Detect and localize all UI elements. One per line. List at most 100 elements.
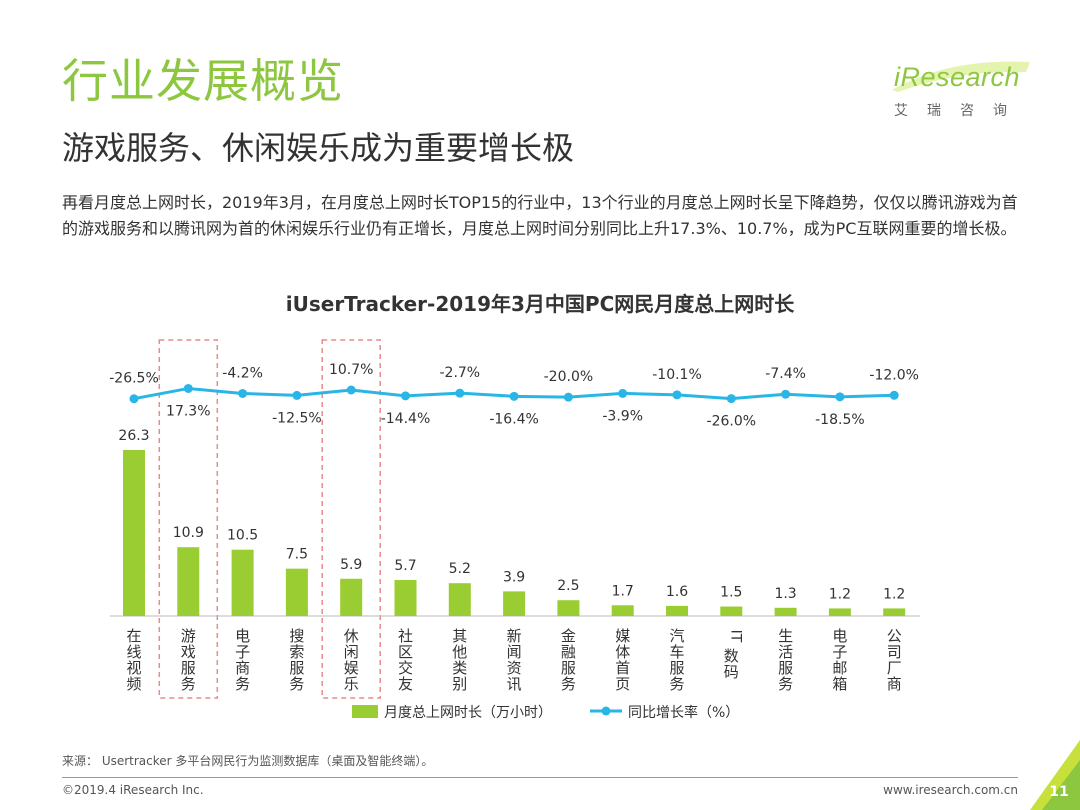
bar — [828, 608, 851, 616]
bar — [285, 568, 308, 616]
category-label: 在 — [126, 627, 141, 645]
bar-value-label: 1.3 — [774, 586, 796, 602]
category-label: 数 — [724, 647, 739, 665]
bar — [448, 583, 471, 616]
category-label: 商 — [887, 675, 902, 693]
category-label: 务 — [561, 675, 576, 693]
legend-line-marker — [601, 706, 611, 716]
iresearch-logo: iResearch 艾瑞咨询 — [888, 56, 1038, 126]
category-label: 其 — [452, 627, 467, 645]
growth-label: 17.3% — [166, 403, 210, 419]
growth-point — [129, 394, 139, 404]
growth-label: -12.0% — [869, 367, 919, 383]
category-label: 车 — [669, 643, 684, 661]
page-title: 行业发展概览 — [62, 54, 344, 108]
growth-point — [726, 394, 736, 404]
chart-title: iUserTracker-2019年3月中国PC网民月度总上网时长 — [285, 292, 795, 316]
category-label: 页 — [615, 675, 630, 693]
bar-value-label: 5.9 — [340, 557, 362, 573]
logo-subtitle: 艾瑞咨询 — [894, 103, 1026, 119]
growth-label: -16.4% — [489, 411, 539, 427]
bar — [774, 607, 797, 616]
bar — [503, 591, 526, 616]
category-label: 融 — [561, 643, 576, 661]
legend-bar-label: 月度总上网时长（万小时） — [384, 705, 552, 721]
growth-point — [563, 392, 573, 402]
bar-value-label: 5.2 — [449, 561, 471, 577]
category-label: 电 — [235, 627, 250, 645]
category-label: 首 — [615, 659, 630, 677]
bar — [123, 450, 145, 616]
category-label: 戏 — [181, 643, 196, 661]
bar-value-label: 1.7 — [612, 583, 634, 599]
category-label: 讯 — [507, 675, 522, 693]
category-label: 司 — [887, 643, 902, 661]
category-label: 娱 — [344, 659, 359, 677]
growth-label: -26.5% — [109, 371, 159, 387]
growth-point — [835, 392, 845, 402]
bar-value-label: 2.5 — [557, 578, 579, 594]
growth-label: -10.1% — [652, 367, 702, 383]
category-label: 频 — [126, 675, 141, 693]
bar — [557, 600, 580, 616]
category-label: 视 — [126, 659, 141, 677]
category-label: 电 — [832, 627, 847, 645]
bar-value-label: 26.3 — [118, 428, 149, 444]
bar — [340, 578, 363, 616]
growth-label: -14.4% — [381, 411, 431, 427]
bar-value-label: 5.7 — [394, 558, 416, 574]
chart-svg: 26.3 10.9 10.5 7.5 5.9 5.7 5.2 3.9 2.5 1.7 1.6 1.5 1… — [109, 339, 920, 721]
category-label: 友 — [398, 675, 413, 693]
growth-label: -18.5% — [815, 412, 865, 428]
bar-value-label: 7.5 — [286, 547, 308, 563]
category-label: 子 — [832, 643, 847, 661]
category-label: 邮 — [832, 659, 847, 677]
category-label: 新 — [507, 627, 522, 645]
category-label: 商 — [235, 659, 250, 677]
category-label: 务 — [289, 675, 304, 693]
category-label: 公 — [887, 627, 902, 645]
category-label: 厂 — [887, 659, 902, 677]
bar — [231, 549, 254, 616]
category-label: 闲 — [344, 643, 359, 661]
bar-value-label: 1.5 — [720, 585, 742, 601]
growth-label: 10.7% — [329, 362, 373, 378]
category-label: 服 — [289, 659, 304, 677]
website-url: www.iresearch.com.cn — [883, 783, 1018, 797]
growth-label: -20.0% — [544, 369, 594, 385]
logo-wordmark: iResearch — [894, 62, 1021, 92]
bar-value-label: 10.5 — [227, 528, 258, 544]
growth-label: -12.5% — [272, 410, 322, 426]
category-label: 汽 — [669, 627, 684, 645]
category-label: 活 — [778, 643, 793, 661]
category-label: 乐 — [344, 675, 359, 693]
category-label: 服 — [778, 659, 793, 677]
category-label: IT — [727, 630, 743, 643]
bar — [611, 605, 634, 616]
category-label: 资 — [507, 659, 522, 677]
category-label: 金 — [561, 627, 576, 645]
growth-point — [509, 391, 519, 401]
bar — [177, 547, 200, 616]
category-label: 社 — [398, 627, 413, 645]
category-label: 游 — [181, 627, 196, 645]
page-subtitle: 游戏服务、休闲娱乐成为重要增长极 — [62, 129, 575, 167]
category-label: 休 — [344, 627, 359, 645]
legend-line-label: 同比增长率（%） — [628, 704, 739, 721]
bar-value-label: 1.2 — [829, 586, 851, 602]
source-note: 来源： Usertracker 多平台网民行为监测数据库（桌面及智能终端）。 — [62, 754, 434, 768]
category-label: 务 — [669, 675, 684, 693]
category-label: 码 — [724, 663, 739, 681]
category-label: 别 — [452, 675, 467, 693]
bar — [720, 606, 743, 616]
growth-point — [292, 390, 302, 400]
category-label: 类 — [452, 659, 467, 677]
bar — [666, 605, 688, 616]
logo-swoosh-icon — [892, 61, 1030, 92]
page-number: 11 — [1049, 784, 1069, 800]
category-label: 务 — [235, 675, 250, 693]
category-label: 务 — [181, 675, 196, 693]
category-label: 媒 — [615, 627, 630, 645]
growth-point — [401, 391, 410, 401]
growth-label: -3.9% — [602, 408, 643, 424]
